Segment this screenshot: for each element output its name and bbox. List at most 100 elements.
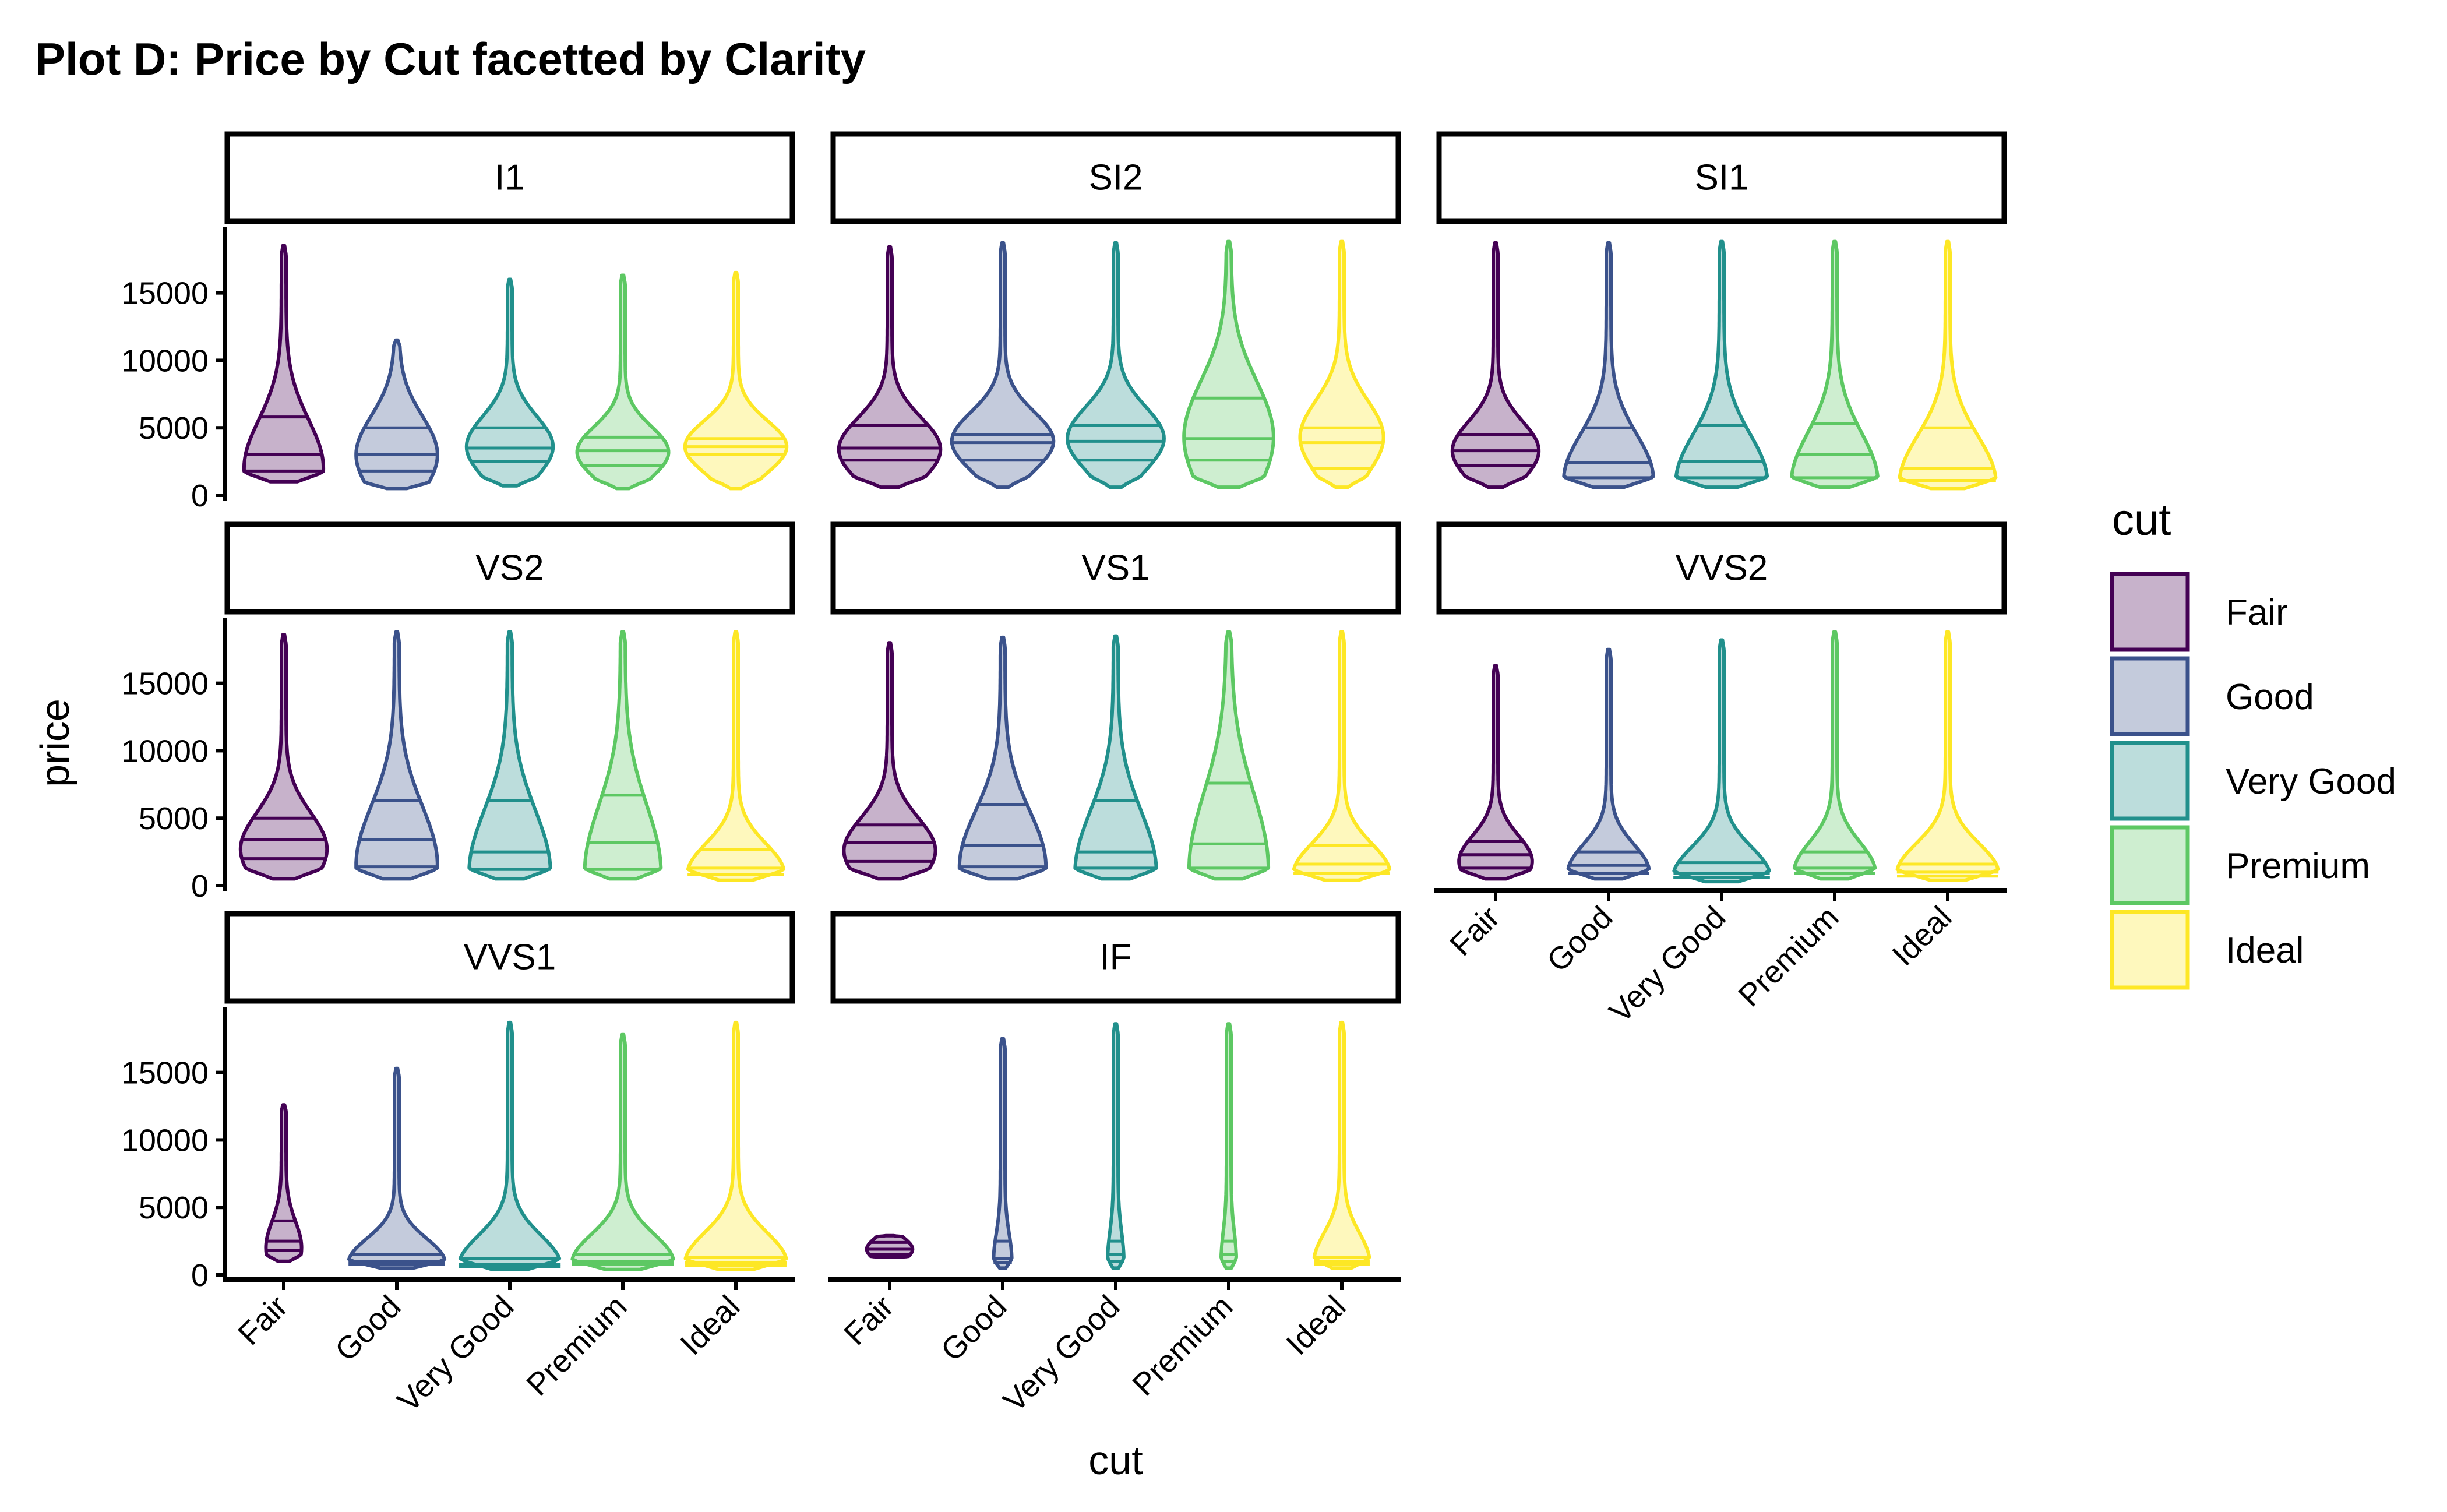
violin-si2-very-good bbox=[1066, 241, 1166, 489]
violin-vvs1-ideal bbox=[683, 1020, 788, 1271]
violin-vs1-fair bbox=[842, 641, 937, 881]
violin-i1-ideal bbox=[683, 270, 789, 491]
x-tick-label-vvs1-fair: Fair bbox=[231, 1289, 294, 1352]
violin-si2-fair bbox=[837, 245, 943, 489]
legend-key-ideal bbox=[2110, 910, 2190, 990]
x-tick-label-vvs1-ideal: Ideal bbox=[674, 1289, 746, 1362]
x-tick-label-vvs2-ideal: Ideal bbox=[1885, 900, 1958, 972]
violin-si2-good bbox=[950, 241, 1056, 489]
violin-vvs1-premium bbox=[570, 1032, 675, 1271]
violin-vvs2-ideal bbox=[1895, 630, 2000, 882]
strip-i1 bbox=[224, 131, 795, 224]
legend-label-very-good: Very Good bbox=[2226, 762, 2396, 802]
x-tick-label-vvs1-premium: Premium bbox=[520, 1289, 633, 1402]
violin-vs1-premium bbox=[1187, 630, 1271, 881]
legend-label-good: Good bbox=[2226, 677, 2314, 717]
y-tick-label-i1-0: 0 bbox=[191, 478, 209, 513]
y-tick-label-vs2-5000: 5000 bbox=[139, 801, 209, 836]
facet-vs1: VS1 bbox=[830, 521, 1401, 882]
violin-vs2-very-good bbox=[467, 630, 552, 881]
violin-si1-good bbox=[1562, 241, 1655, 489]
y-tick-label-vvs1-15000: 15000 bbox=[121, 1056, 209, 1091]
y-tick-label-vs2-15000: 15000 bbox=[121, 667, 209, 702]
facet-si1: SI1 bbox=[1436, 131, 2007, 491]
violin-si1-fair bbox=[1450, 241, 1541, 489]
violin-vvs1-good bbox=[347, 1066, 447, 1270]
violin-vvs2-very-good bbox=[1672, 638, 1771, 884]
violin-if-very-good bbox=[1106, 1022, 1126, 1270]
y-axis-title: price bbox=[32, 699, 77, 787]
violin-si2-premium bbox=[1182, 239, 1275, 489]
legend: cut Fair Good Very Good Premium Ideal bbox=[2110, 495, 2396, 990]
strip-si1 bbox=[1436, 131, 2007, 224]
violin-vvs1-very-good bbox=[458, 1020, 562, 1271]
strip-label-vs1: VS1 bbox=[1081, 548, 1150, 588]
strip-label-if: IF bbox=[1099, 937, 1131, 978]
violin-i1-premium bbox=[575, 273, 671, 491]
violin-vs1-ideal bbox=[1292, 630, 1392, 882]
x-tick-label-if-very-good: Very Good bbox=[997, 1289, 1127, 1419]
violin-vvs2-fair bbox=[1457, 664, 1534, 881]
x-tick-label-vvs1-very-good: Very Good bbox=[391, 1289, 521, 1419]
y-tick-label-vs2-0: 0 bbox=[191, 869, 209, 904]
legend-key-fair bbox=[2110, 572, 2190, 652]
violin-if-ideal bbox=[1312, 1020, 1371, 1270]
legend-label-ideal: Ideal bbox=[2226, 931, 2304, 971]
violin-vs2-good bbox=[354, 630, 439, 881]
x-tick-label-if-good: Good bbox=[935, 1289, 1014, 1368]
x-tick-label-vvs2-premium: Premium bbox=[1732, 900, 1845, 1013]
x-tick-label-if-fair: Fair bbox=[837, 1289, 900, 1352]
y-tick-label-i1-10000: 10000 bbox=[121, 343, 209, 378]
strip-label-i1: I1 bbox=[495, 158, 525, 198]
violin-i1-good bbox=[354, 338, 439, 491]
strip-si2 bbox=[830, 131, 1401, 224]
strip-if bbox=[830, 911, 1401, 1004]
violin-si1-very-good bbox=[1674, 239, 1769, 489]
strip-label-si2: SI2 bbox=[1088, 158, 1143, 198]
facet-si2: SI2 bbox=[830, 131, 1401, 489]
legend-title: cut bbox=[2112, 495, 2171, 545]
chart-title: Plot D: Price by Cut facetted by Clarity bbox=[35, 33, 866, 84]
violin-i1-very-good bbox=[464, 277, 555, 488]
violin-vvs1-fair bbox=[264, 1103, 304, 1263]
x-tick-label-vvs1-good: Good bbox=[329, 1289, 408, 1368]
strip-vvs1 bbox=[224, 911, 795, 1004]
x-tick-label-vvs2-very-good: Very Good bbox=[1603, 900, 1733, 1030]
strip-label-vvs2: VVS2 bbox=[1676, 548, 1768, 588]
violin-vs1-very-good bbox=[1073, 634, 1158, 881]
violin-vvs2-premium bbox=[1792, 630, 1877, 881]
strip-vs1 bbox=[830, 521, 1401, 615]
x-tick-label-if-premium: Premium bbox=[1126, 1289, 1239, 1402]
x-tick-label-vvs2-good: Good bbox=[1540, 900, 1620, 979]
legend-key-premium bbox=[2110, 825, 2190, 905]
violin-vvs2-good bbox=[1566, 647, 1651, 881]
y-tick-label-i1-15000: 15000 bbox=[121, 276, 209, 311]
violin-vs1-good bbox=[957, 635, 1048, 881]
legend-key-good bbox=[2110, 656, 2190, 736]
strip-vvs2 bbox=[1436, 521, 2007, 615]
y-tick-label-vvs1-10000: 10000 bbox=[121, 1123, 209, 1158]
violin-vs2-premium bbox=[583, 630, 663, 881]
violin-if-premium bbox=[1219, 1022, 1238, 1270]
y-tick-label-vvs1-0: 0 bbox=[191, 1258, 209, 1293]
y-tick-label-i1-5000: 5000 bbox=[139, 411, 209, 446]
violin-si2-ideal bbox=[1298, 239, 1385, 489]
facet-i1: I1 0 5000 10000 15000 bbox=[121, 131, 795, 513]
strip-label-vvs1: VVS1 bbox=[464, 937, 556, 978]
y-tick-label-vvs1-5000: 5000 bbox=[139, 1190, 209, 1225]
violin-vs2-ideal bbox=[686, 630, 786, 882]
violin-si1-premium bbox=[1790, 239, 1880, 489]
facet-vs2: VS2 0 5000 10000 15000 bbox=[121, 521, 795, 904]
strip-vs2 bbox=[224, 521, 795, 615]
x-tick-label-if-ideal: Ideal bbox=[1279, 1289, 1352, 1362]
violin-i1-fair bbox=[242, 244, 326, 484]
legend-label-fair: Fair bbox=[2226, 593, 2288, 633]
x-tick-label-vvs2-fair: Fair bbox=[1443, 900, 1506, 963]
x-axis-title: cut bbox=[1088, 1437, 1143, 1483]
y-tick-label-vs2-10000: 10000 bbox=[121, 734, 209, 769]
strip-label-si1: SI1 bbox=[1694, 158, 1748, 198]
violin-vs2-fair bbox=[238, 633, 329, 881]
